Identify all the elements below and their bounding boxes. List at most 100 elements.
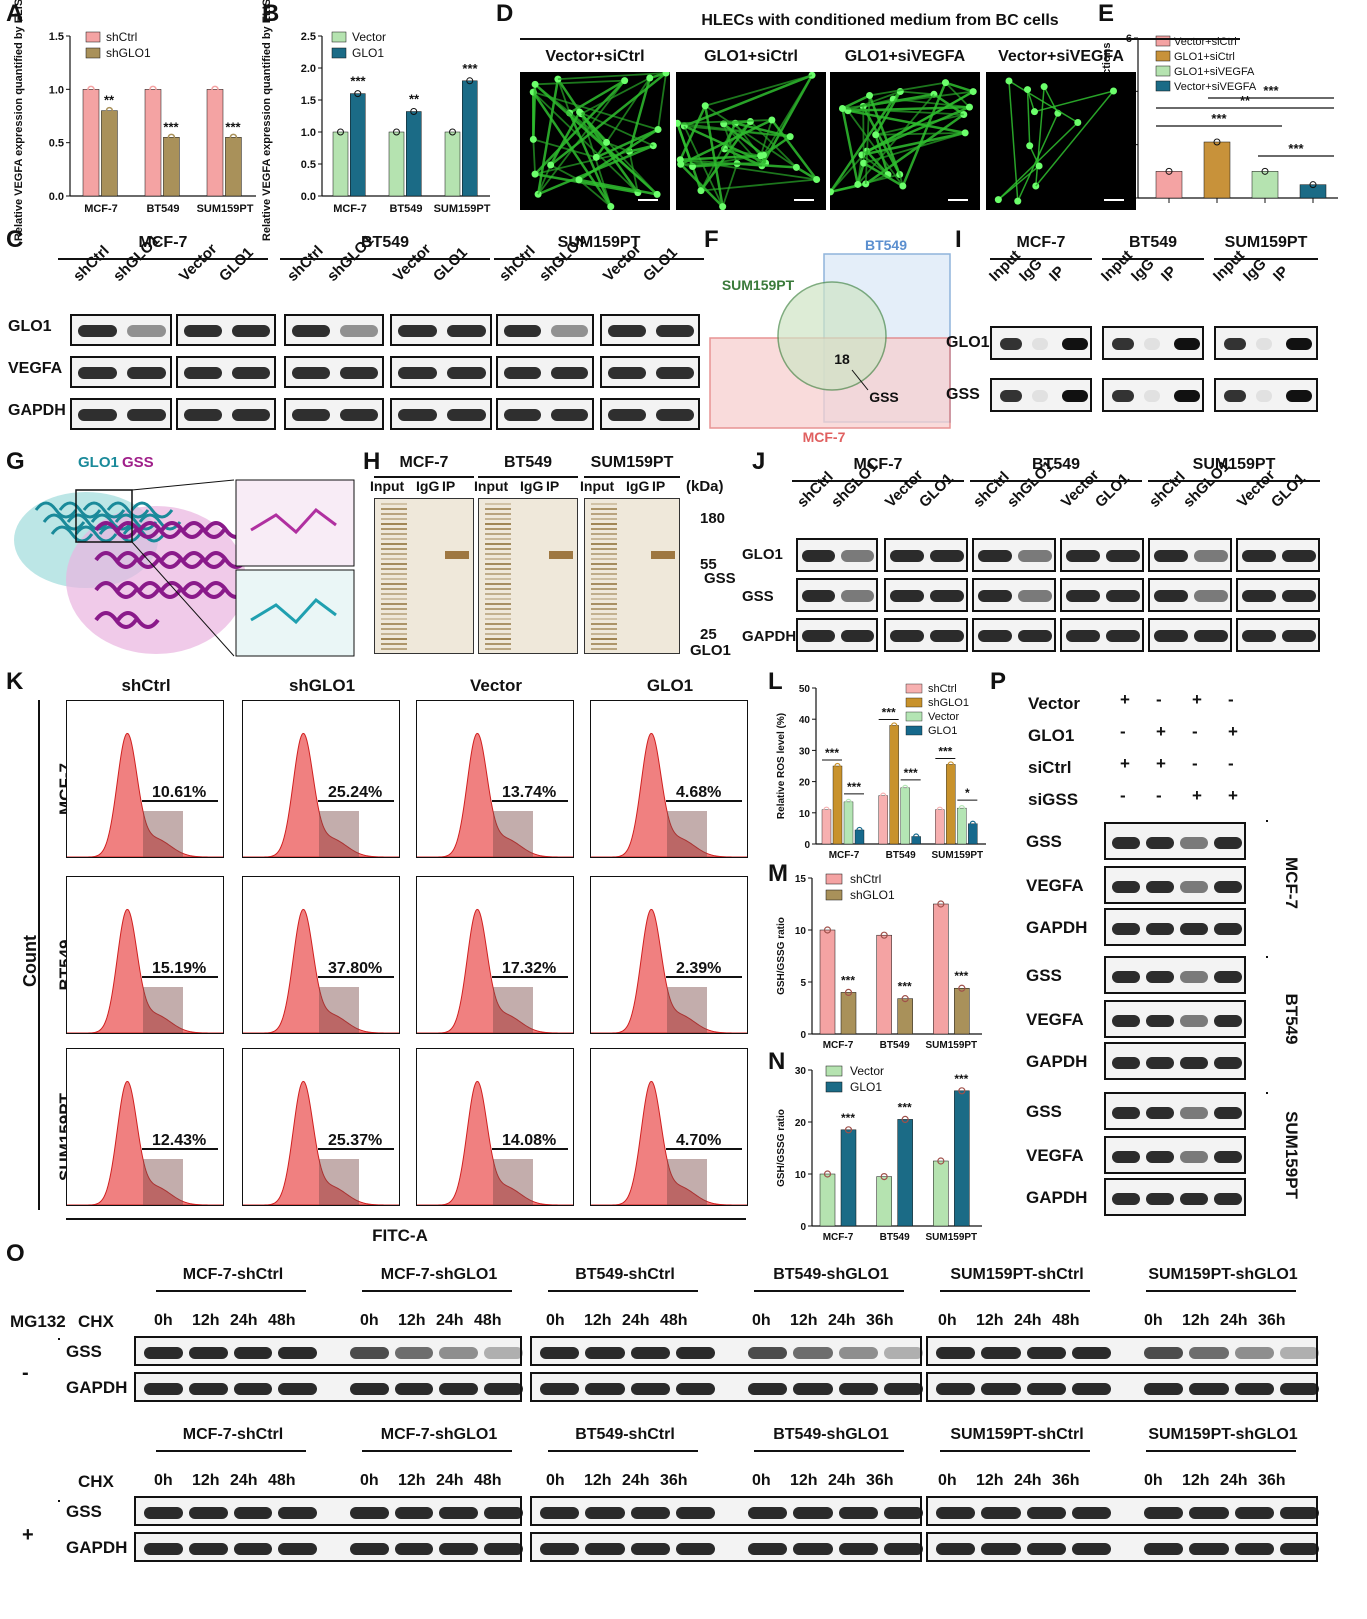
western-blot — [972, 538, 1056, 572]
vessel — [534, 83, 658, 196]
band — [1071, 1507, 1111, 1519]
band — [1242, 550, 1276, 562]
band — [1154, 590, 1188, 602]
chart-m: 0 5 10 15 GSH/GSSG ratio *** MCF-7 *** BT549 *** S… — [776, 872, 982, 1051]
legend-label: GLO1 — [928, 725, 957, 737]
band — [630, 1383, 670, 1395]
band — [540, 1543, 580, 1555]
x-tick-label: MCF-7 — [333, 203, 367, 215]
band — [1214, 1193, 1242, 1205]
band — [630, 1507, 670, 1519]
panel-k-col: shGLO1 — [288, 676, 356, 695]
legend-swatch — [1155, 35, 1171, 47]
vessel — [680, 158, 762, 167]
panel-p-sign: - — [1156, 786, 1162, 805]
band — [439, 1543, 479, 1555]
data-point — [845, 798, 852, 805]
panel-o-time: 24h — [436, 1472, 464, 1489]
western-blot — [1060, 578, 1144, 612]
panel-k-col: shCtrl — [121, 676, 171, 695]
histogram-svg — [417, 1080, 574, 1206]
network-svg — [994, 77, 1124, 205]
band — [1026, 1383, 1066, 1395]
cell-node — [576, 108, 584, 116]
gss-helix — [182, 551, 226, 569]
band — [232, 325, 270, 337]
panel-c-row: GLO1 — [8, 318, 52, 335]
band — [1180, 1015, 1208, 1027]
vessel — [580, 77, 651, 115]
gss-helix — [116, 521, 160, 539]
legend-swatch — [331, 47, 347, 59]
band — [292, 325, 330, 337]
band — [1234, 1383, 1274, 1395]
data-point — [410, 108, 418, 116]
gel-band — [485, 613, 511, 615]
gel-band — [591, 633, 617, 635]
cell-node — [554, 75, 562, 83]
legend-swatch — [1155, 65, 1171, 77]
panel-i-row: GLO1 — [946, 334, 990, 351]
panel-letter-k: K — [6, 668, 24, 695]
legend-label: GLO1+siVEGFA — [1174, 66, 1255, 78]
histogram-area — [417, 1080, 574, 1206]
panel-h-line-underline — [374, 476, 474, 478]
panel-o-group: MCF-7-shGLO1 — [380, 1266, 498, 1283]
vessel — [770, 119, 818, 181]
panel-o-time: 48h — [268, 1312, 296, 1329]
gel-band — [485, 523, 511, 525]
gel-band — [381, 548, 407, 550]
network-svg — [529, 72, 670, 210]
band — [1214, 1015, 1242, 1027]
band — [340, 409, 378, 421]
legend-label: shCtrl — [106, 30, 137, 44]
bar-Vector — [843, 801, 854, 845]
band — [930, 630, 964, 642]
legend-label: Vector+siVEGFA — [1174, 81, 1257, 93]
panel-o-time: 24h — [436, 1312, 464, 1329]
panel-o-time: 0h — [360, 1312, 379, 1329]
chart-e: 0246Relative number of junctionsVector+s… — [1101, 33, 1338, 205]
data-point — [149, 85, 157, 94]
panel-h-line: SUM159PT — [590, 454, 674, 471]
band — [1026, 1543, 1066, 1555]
band — [1174, 338, 1200, 350]
gss-helix — [94, 611, 138, 629]
gel-band — [485, 633, 511, 635]
band — [278, 1507, 317, 1519]
panel-c-line-underline — [494, 258, 704, 260]
gel-band — [381, 648, 407, 650]
cell-node — [994, 196, 1002, 204]
gate-percent: 14.08% — [502, 1132, 557, 1149]
gel-band — [591, 518, 617, 520]
bar-shCtrl — [206, 89, 224, 197]
gel-band — [485, 533, 511, 535]
band — [930, 590, 964, 602]
panel-o-time: 0h — [938, 1312, 957, 1329]
legend-label: Vector — [850, 1064, 884, 1078]
set-label: SUM159PT — [722, 277, 795, 293]
vessel — [861, 90, 974, 156]
band — [278, 1347, 317, 1359]
vessel — [537, 164, 552, 195]
sig-label: *** — [225, 119, 241, 134]
vessel — [532, 139, 536, 175]
band — [1146, 1057, 1174, 1069]
bar-Vector — [876, 1176, 892, 1227]
sig-label: *** — [841, 1111, 855, 1125]
band — [349, 1507, 389, 1519]
legend-swatch — [905, 725, 923, 736]
vessel — [549, 111, 581, 166]
gate-percent: 25.37% — [328, 1132, 383, 1149]
gel-band — [591, 608, 617, 610]
panel-h-lane: IgG — [626, 478, 650, 494]
cell-node — [621, 77, 629, 85]
panel-i-lane: IP — [1045, 262, 1069, 285]
band — [292, 409, 330, 421]
flow-histogram — [590, 876, 748, 1034]
vessel — [579, 111, 654, 147]
gel-band — [381, 618, 407, 620]
y-tick-label: 10 — [795, 926, 807, 937]
band — [439, 1383, 479, 1395]
panel-k-hline — [66, 1218, 746, 1220]
